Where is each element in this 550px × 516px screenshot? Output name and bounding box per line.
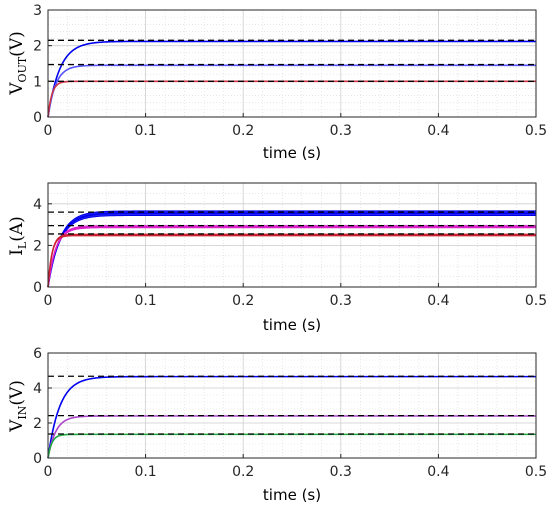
y-tick-label: 2 <box>33 238 42 254</box>
x-ticks: 0 0.1 0.2 0.3 0.4 0.5 <box>44 283 547 309</box>
plot-area <box>48 10 536 117</box>
y-axis-label-main: I <box>7 249 27 256</box>
x-tick-label: 0.5 <box>525 464 547 480</box>
y-axis-label-main: V <box>7 82 27 96</box>
x-tick-label: 0.3 <box>330 464 352 480</box>
y-tick-label: 2 <box>33 416 42 432</box>
series-layer <box>47 39 536 118</box>
series-layer <box>47 375 536 459</box>
y-axis-label-sub: IN <box>16 405 29 419</box>
x-tick-label: 0.4 <box>427 293 449 309</box>
y-tick-label: 3 <box>33 3 42 19</box>
y-axis-label: IL(A) <box>7 216 29 256</box>
y-axis-label-unit: (V) <box>7 31 27 57</box>
x-tick-label: 0.1 <box>134 123 156 139</box>
axes-box <box>47 9 537 118</box>
series-line-1 <box>47 64 536 118</box>
y-ticks: 0 2 4 6 <box>33 346 52 467</box>
x-axis-label: time (s) <box>263 486 321 504</box>
y-axis-label-unit: (A) <box>7 216 27 242</box>
series-line-0 <box>47 40 536 118</box>
x-axis-label: time (s) <box>263 316 321 334</box>
panel-vout: 0 0.1 0.2 0.3 0.4 0.5 0 1 2 3 time (s) VOUT(V) <box>7 3 547 162</box>
x-tick-label: 0 <box>44 464 53 480</box>
x-ticks: 0 0.1 0.2 0.3 0.4 0.5 <box>44 113 547 139</box>
y-axis-label: VIN(V) <box>7 380 29 433</box>
y-tick-label: 0 <box>33 110 42 126</box>
x-tick-label: 0 <box>44 123 53 139</box>
x-tick-label: 0.4 <box>427 123 449 139</box>
x-tick-label: 0.4 <box>427 464 449 480</box>
x-tick-label: 0.2 <box>232 464 254 480</box>
x-tick-label: 0.3 <box>330 293 352 309</box>
x-tick-label: 0.3 <box>330 123 352 139</box>
y-ticks: 0 1 2 3 <box>33 3 52 126</box>
y-tick-label: 4 <box>33 381 42 397</box>
x-tick-label: 0.5 <box>525 293 547 309</box>
panel-vin: 0 0.1 0.2 0.3 0.4 0.5 0 2 4 6 time (s) VIN(V) <box>7 346 547 504</box>
axes-box <box>47 352 537 459</box>
x-tick-label: 0.2 <box>232 123 254 139</box>
y-axis-label: VOUT(V) <box>7 31 29 95</box>
y-axis-label-sub: L <box>16 241 29 249</box>
x-tick-label: 0.5 <box>525 123 547 139</box>
y-ticks: 0 2 4 <box>33 197 52 296</box>
y-tick-label: 0 <box>33 451 42 467</box>
x-axis-label: time (s) <box>263 144 321 162</box>
y-axis-label-sub: OUT <box>16 56 29 82</box>
x-tick-label: 0.2 <box>232 293 254 309</box>
x-tick-label: 0 <box>44 293 53 309</box>
y-axis-label-main: V <box>7 419 27 433</box>
y-tick-label: 0 <box>33 280 42 296</box>
series-line-1 <box>47 225 536 288</box>
y-tick-label: 6 <box>33 346 42 362</box>
panel-il: 0 0.1 0.2 0.3 0.4 0.5 0 2 4 time (s) IL(A) <box>7 182 547 334</box>
x-tick-label: 0.1 <box>134 293 156 309</box>
x-tick-label: 0.1 <box>134 464 156 480</box>
plot-area <box>48 353 536 458</box>
series-line-2 <box>47 234 536 288</box>
y-tick-label: 1 <box>33 74 42 90</box>
series-line-0 <box>47 212 536 288</box>
y-tick-label: 2 <box>33 39 42 55</box>
axes-box <box>47 182 537 288</box>
y-axis-label-unit: (V) <box>7 380 27 406</box>
x-ticks: 0 0.1 0.2 0.3 0.4 0.5 <box>44 454 547 480</box>
y-tick-label: 4 <box>33 197 42 213</box>
